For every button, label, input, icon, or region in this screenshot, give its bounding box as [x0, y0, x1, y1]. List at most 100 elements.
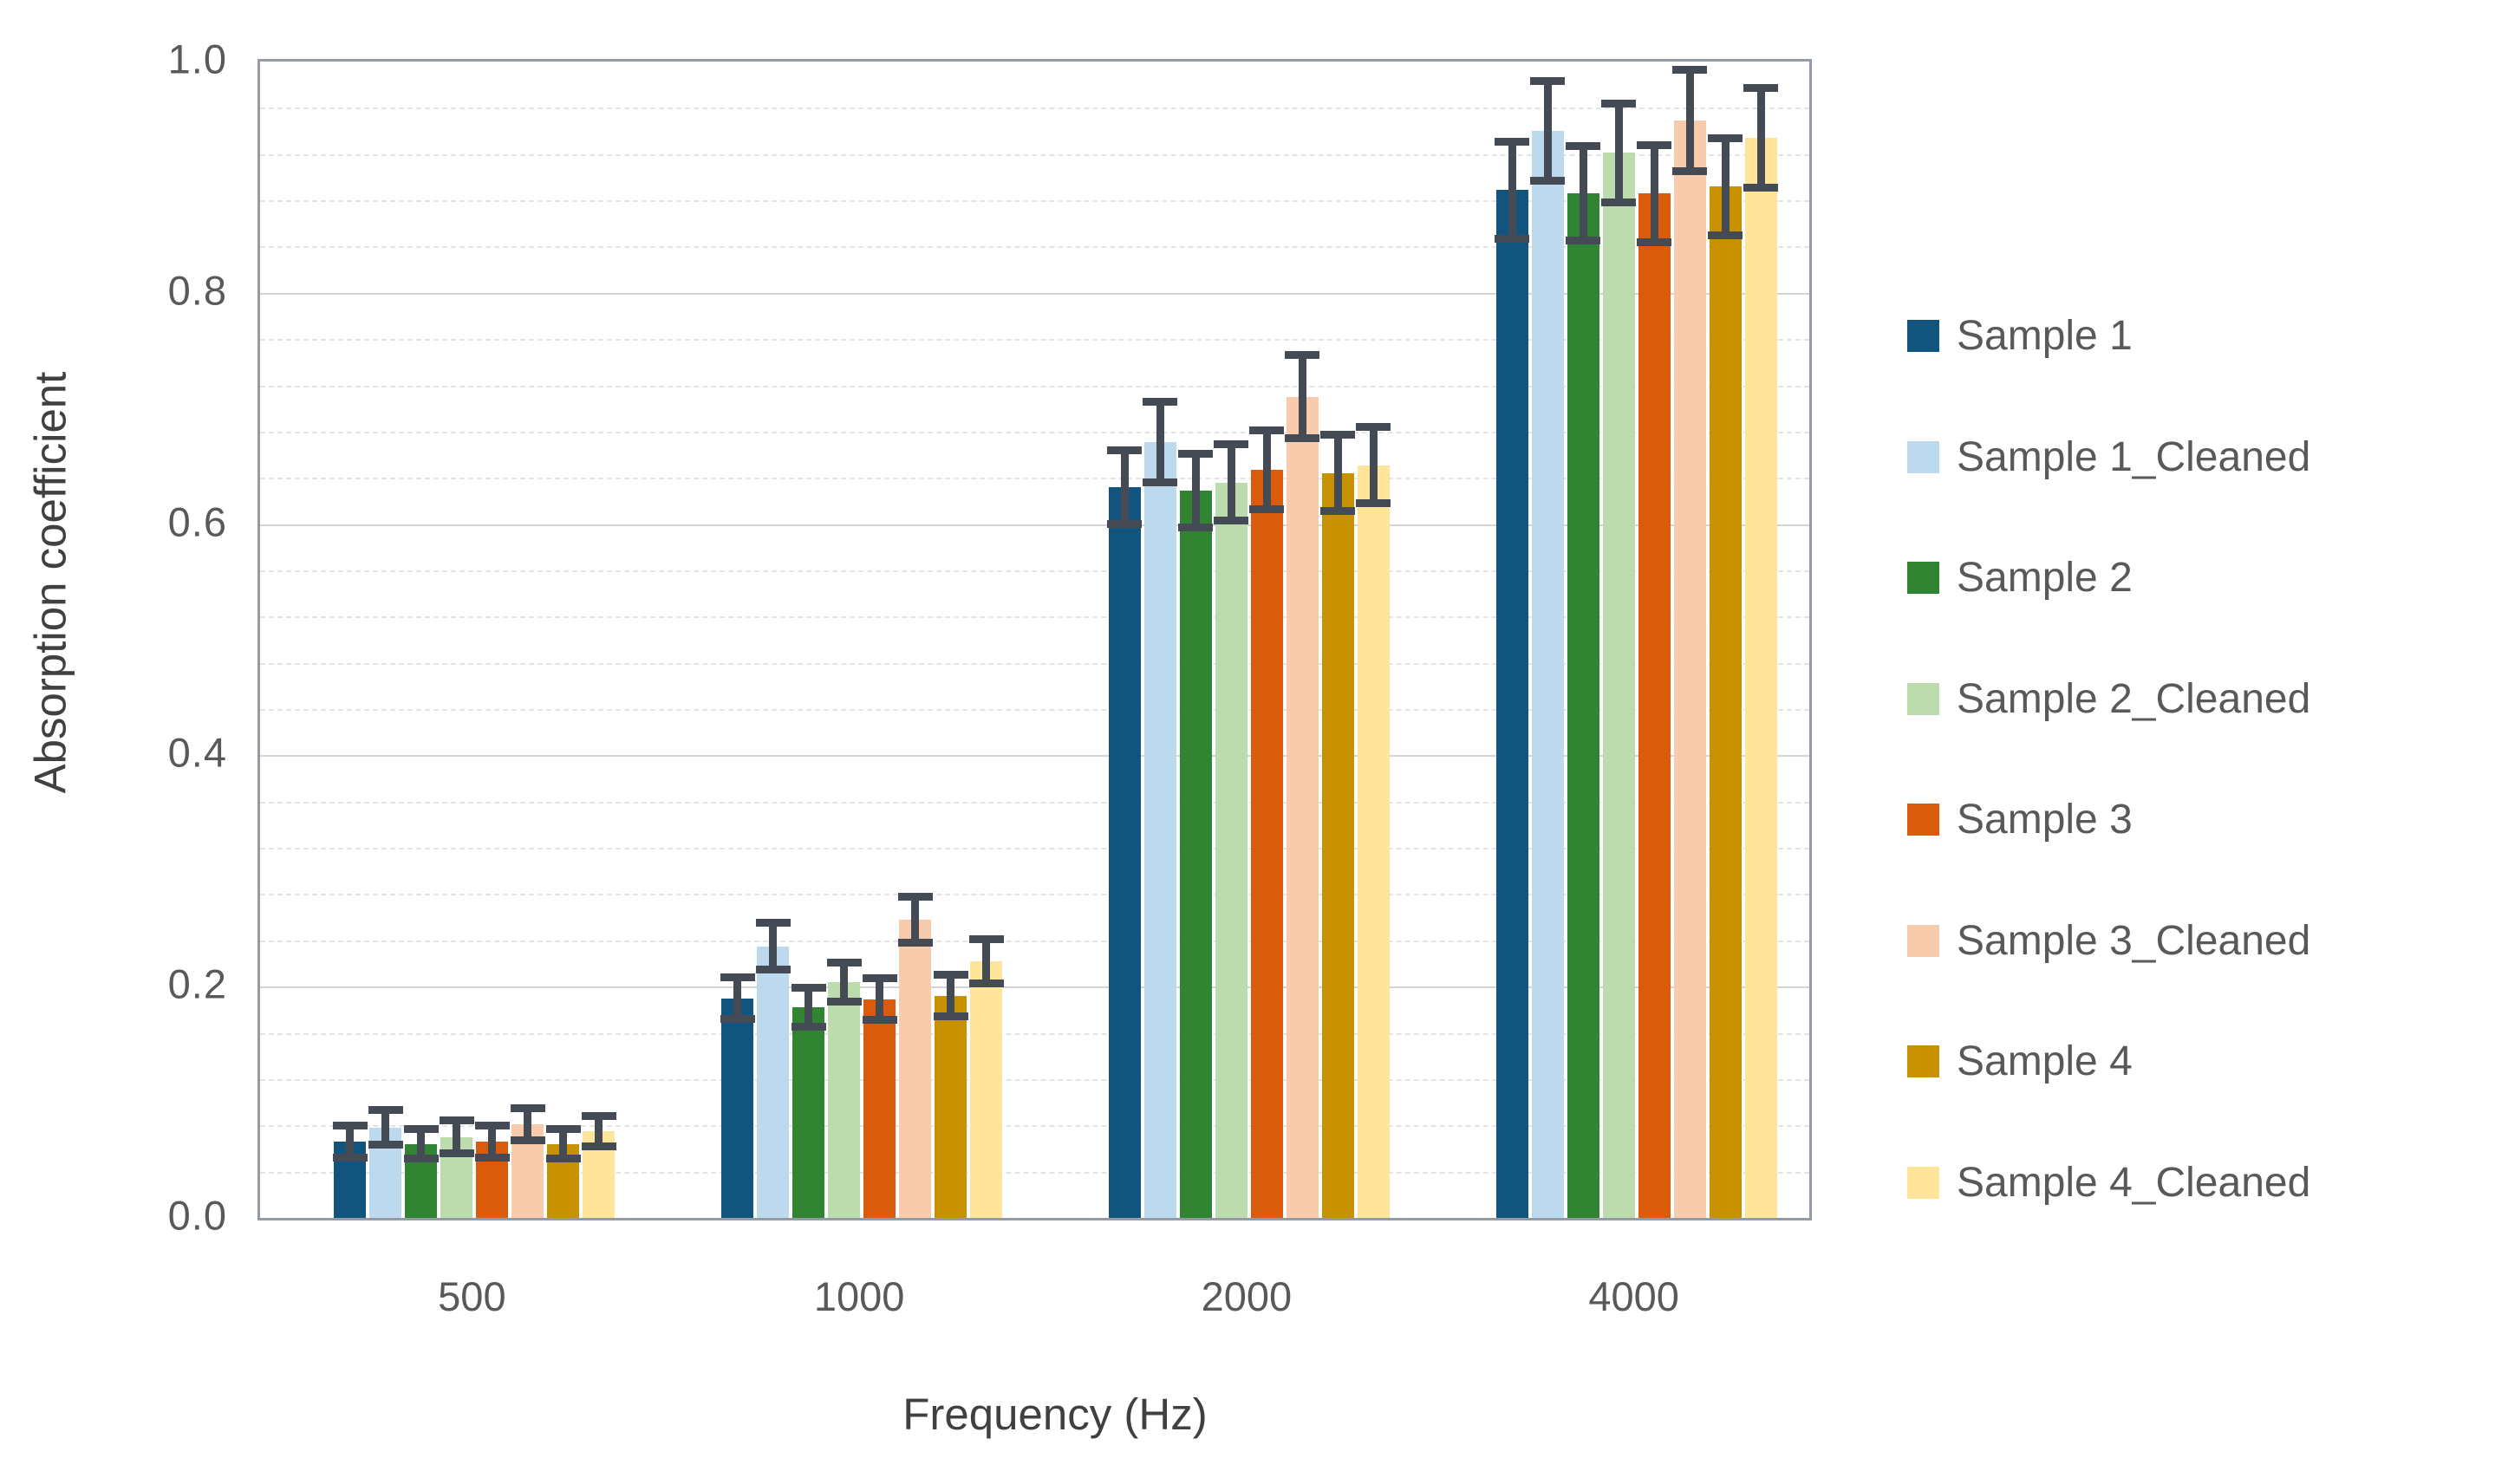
error-bar-cap	[791, 1023, 826, 1032]
legend-swatch	[1907, 440, 1939, 473]
x-tick-label: 500	[438, 1273, 506, 1319]
bar-sample-4-4000	[1709, 186, 1742, 1218]
error-bar-cap	[510, 1103, 545, 1112]
error-bar-cap	[826, 998, 862, 1006]
legend-label: Sample 4	[1957, 1038, 2133, 1085]
y-tick-label: 0.4	[167, 729, 227, 776]
bar-sample-4-cleaned-2000	[1357, 465, 1390, 1218]
gridline-minor	[260, 940, 1809, 942]
bar-sample-2-cleaned-1000	[828, 981, 861, 1218]
error-bar-cap	[1178, 524, 1214, 532]
plot-area	[257, 59, 1812, 1220]
legend-swatch	[1907, 1045, 1939, 1078]
gridline-minor	[260, 1125, 1809, 1128]
error-bar-cap	[1356, 499, 1391, 508]
bar-sample-1-cleaned-4000	[1531, 131, 1564, 1218]
error-bar-line	[346, 1125, 355, 1158]
legend-label: Sample 2	[1957, 555, 2133, 602]
legend-item: Sample 3	[1907, 759, 2310, 881]
error-bar-line	[876, 978, 884, 1020]
error-bar-line	[840, 962, 849, 1002]
bar-sample-1-cleaned-1000	[757, 946, 790, 1218]
y-axis-ticks: 0.0 0.2 0.4 0.6 0.8 1.0	[0, 36, 227, 1239]
error-bar-line	[1191, 453, 1200, 528]
error-bar-line	[769, 922, 778, 970]
error-bar-cap	[791, 984, 826, 993]
error-bar-cap	[826, 958, 862, 967]
error-bar-cap	[1743, 183, 1779, 192]
y-tick-label: 0.6	[167, 498, 227, 545]
error-bar-line	[1120, 450, 1129, 524]
error-bar-cap	[897, 892, 933, 901]
gridline-minor	[260, 894, 1809, 896]
error-bar-line	[733, 977, 742, 1019]
error-bar-cap	[545, 1124, 581, 1133]
error-bar-line	[911, 896, 920, 943]
error-bar-cap	[1530, 176, 1566, 185]
x-tick-label: 2000	[1201, 1273, 1293, 1319]
error-bar-line	[559, 1129, 568, 1159]
bar-sample-2-2000	[1179, 490, 1212, 1218]
bar-sample-2-cleaned-4000	[1602, 153, 1635, 1218]
error-bar-cap	[862, 1016, 897, 1025]
error-bar-line	[1543, 81, 1552, 181]
error-bar-cap	[968, 979, 1004, 987]
error-bar-cap	[1356, 423, 1391, 432]
bar-sample-4-cleaned-1000	[970, 960, 1003, 1218]
gridline-minor	[260, 1171, 1809, 1174]
y-tick-label: 0.0	[167, 1192, 227, 1239]
error-bar-line	[488, 1125, 497, 1158]
error-bar-cap	[368, 1141, 403, 1149]
error-bar-cap	[332, 1154, 368, 1162]
error-bar-cap	[897, 939, 933, 947]
bar-sample-2-1000	[792, 1007, 825, 1218]
error-bar-cap	[1143, 397, 1178, 406]
error-bar-cap	[545, 1155, 581, 1163]
legend-item: Sample 1	[1907, 276, 2310, 397]
legend-swatch	[1907, 562, 1939, 595]
error-bar-cap	[1107, 520, 1143, 529]
error-bar-line	[453, 1120, 461, 1154]
error-bar-cap	[968, 935, 1004, 943]
error-bar-cap	[1743, 84, 1779, 93]
gridline-minor	[260, 478, 1809, 480]
error-bar-line	[982, 939, 991, 984]
legend-label: Sample 1_Cleaned	[1957, 433, 2311, 480]
legend-swatch	[1907, 1166, 1939, 1199]
gridline-minor	[260, 431, 1809, 433]
x-tick-label: 1000	[813, 1273, 905, 1319]
error-bar-line	[1614, 103, 1623, 203]
error-bar-line	[1156, 401, 1164, 483]
error-bar-line	[1508, 141, 1516, 239]
gridline-minor	[260, 848, 1809, 850]
error-bar-line	[595, 1116, 603, 1147]
error-bar-cap	[933, 971, 968, 980]
error-bar-line	[1756, 88, 1765, 188]
legend-swatch	[1907, 804, 1939, 836]
x-axis-title: Frequency (Hz)	[902, 1390, 1208, 1439]
bar-sample-3-1000	[863, 999, 896, 1218]
error-bar-line	[1369, 426, 1378, 504]
error-bar-line	[805, 987, 813, 1027]
gridline-minor	[260, 385, 1809, 387]
error-bar-line	[1579, 146, 1587, 241]
bar-sample-1-1000	[721, 998, 754, 1218]
gridline-major	[260, 524, 1809, 526]
bar-sample-3-4000	[1638, 193, 1671, 1218]
legend-label: Sample 3_Cleaned	[1957, 917, 2311, 964]
error-bar-line	[1721, 138, 1730, 236]
gridline-minor	[260, 153, 1809, 156]
legend-label: Sample 4_Cleaned	[1957, 1159, 2311, 1206]
error-bar-cap	[1214, 440, 1249, 449]
gridline-major	[260, 292, 1809, 295]
legend: Sample 1 Sample 1_Cleaned Sample 2 Sample 2…	[1907, 276, 2310, 1243]
bar-sample-3-cleaned-4000	[1673, 120, 1706, 1218]
error-bar-cap	[1495, 234, 1530, 243]
error-bar-cap	[755, 919, 791, 928]
bar-sample-1-4000	[1495, 190, 1528, 1218]
y-tick-label: 0.8	[167, 267, 227, 314]
error-bar-cap	[510, 1136, 545, 1145]
error-bar-cap	[439, 1116, 474, 1125]
error-bar-cap	[1708, 231, 1743, 239]
